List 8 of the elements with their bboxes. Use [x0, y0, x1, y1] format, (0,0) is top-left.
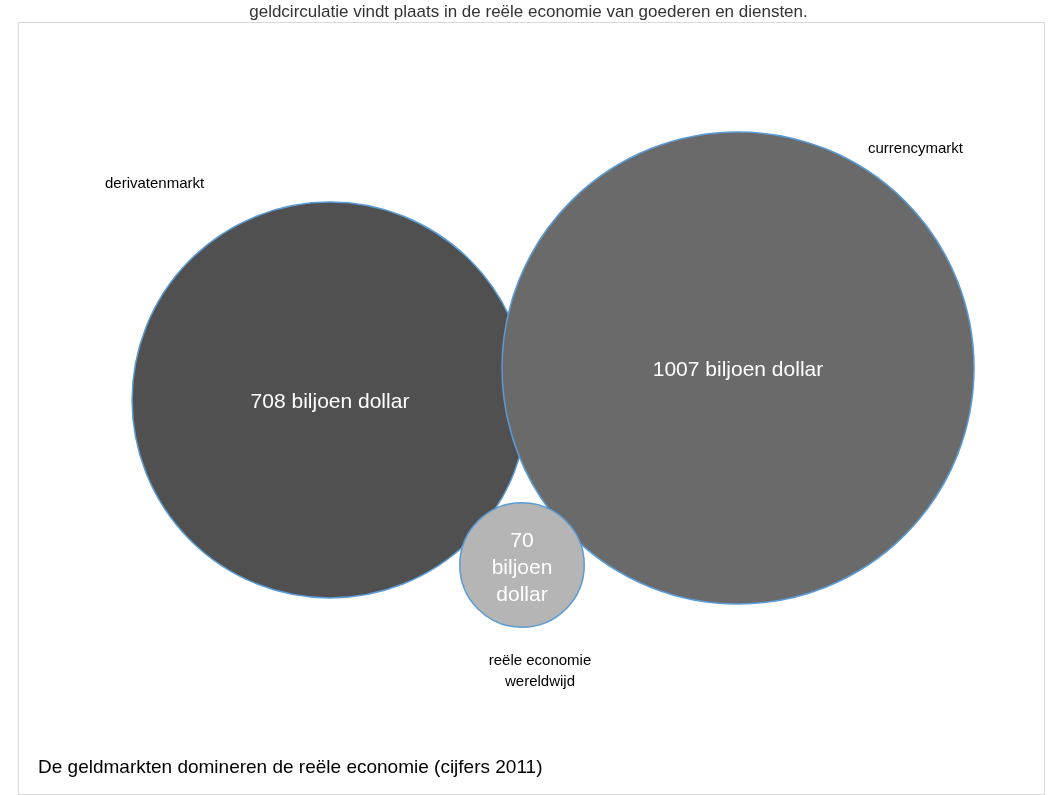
data-label: 1007 biljoen dollar: [652, 356, 824, 380]
category-label: currencymarkt: [868, 139, 964, 156]
data-label: 70 biljoen dollar: [491, 527, 553, 605]
text: geldcirculatie vindt plaats in de reële economie van goederen en diensten.: [248, 2, 809, 22]
category-label: derivatenmarkt: [105, 174, 206, 191]
text: De geldmarkten domineren de reële economie (cijfers 2011): [38, 756, 543, 778]
category-label: reële economie wereldwijd: [488, 651, 592, 689]
data-label: 708 biljoen dollar: [250, 388, 410, 412]
